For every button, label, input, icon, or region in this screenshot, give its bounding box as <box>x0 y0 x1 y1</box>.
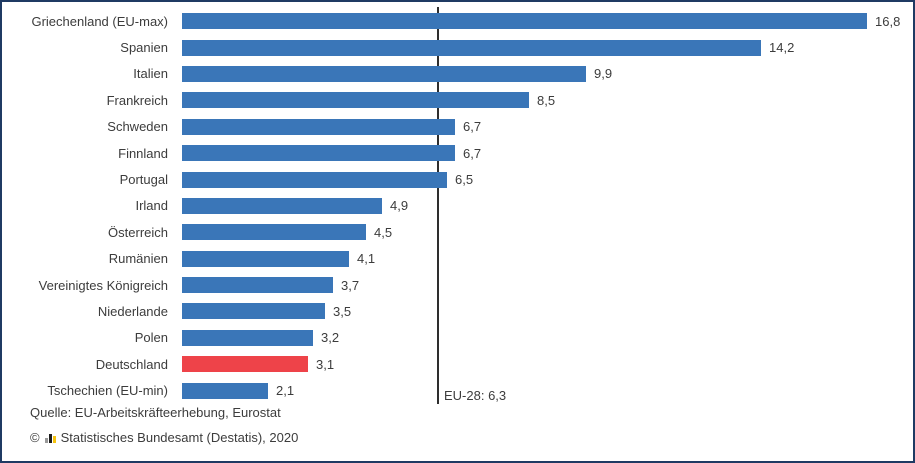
bar <box>182 277 333 294</box>
country-label: Rumänien <box>108 251 168 267</box>
copyright-text: Statistisches Bundesamt (Destatis), 2020 <box>60 430 299 445</box>
bar <box>182 118 455 135</box>
bar-row: Finnland 6,7 <box>2 140 913 166</box>
eu28-reference-line <box>437 7 439 404</box>
bar-row: Rumänien 4,1 <box>2 246 913 272</box>
value-label: 6,5 <box>455 172 474 188</box>
value-label: 6,7 <box>463 119 482 135</box>
bar-row: Irland 4,9 <box>2 193 913 219</box>
bar <box>182 65 586 82</box>
destatis-logo-icon <box>44 433 56 443</box>
value-label: 8,5 <box>537 92 556 108</box>
country-label: Frankreich <box>106 92 168 108</box>
bar <box>182 356 308 373</box>
eu28-reference-label: EU-28: 6,3 <box>444 388 507 403</box>
bar <box>182 145 455 162</box>
bar-row: Italien 9,9 <box>2 61 913 87</box>
value-label: 4,9 <box>390 198 409 214</box>
country-label: Portugal <box>119 172 168 188</box>
country-label: Vereinigtes Königreich <box>38 277 168 293</box>
country-label: Griechenland (EU-max) <box>31 13 168 29</box>
value-label: 3,1 <box>316 356 335 372</box>
copyright-note: © Statistisches Bundesamt (Destatis), 20… <box>30 430 298 445</box>
country-label: Österreich <box>108 224 168 240</box>
bar <box>182 197 382 214</box>
bar <box>182 92 529 109</box>
value-label: 4,5 <box>374 224 393 240</box>
country-label: Finnland <box>118 145 168 161</box>
bar <box>182 13 867 30</box>
value-label: 9,9 <box>594 66 613 82</box>
bar <box>182 250 349 267</box>
bar <box>182 171 447 188</box>
bar <box>182 39 761 56</box>
value-label: 14,2 <box>769 40 795 56</box>
value-label: 16,8 <box>875 13 901 29</box>
bar-row: Griechenland (EU-max) 16,8 <box>2 8 913 34</box>
bar <box>182 224 366 241</box>
bar-row: Tschechien (EU-min) 2,1 <box>2 377 913 403</box>
value-label: 2,1 <box>276 383 295 399</box>
bar-row: Portugal 6,5 <box>2 166 913 192</box>
country-label: Tschechien (EU-min) <box>47 383 168 399</box>
bar-row: Deutschland 3,1 <box>2 351 913 377</box>
value-label: 3,2 <box>321 330 340 346</box>
copyright-symbol: © <box>30 430 40 445</box>
country-label: Schweden <box>107 119 168 135</box>
country-label: Italien <box>133 66 168 82</box>
bar-rows: Griechenland (EU-max) 16,8 Spanien 14,2 … <box>2 8 913 404</box>
bar <box>182 329 313 346</box>
value-label: 4,1 <box>357 251 376 267</box>
bar-row: Schweden 6,7 <box>2 114 913 140</box>
bar <box>182 303 325 320</box>
bar-row: Niederlande 3,5 <box>2 298 913 324</box>
source-note: Quelle: EU-Arbeitskräfteerhebung, Eurost… <box>30 405 281 420</box>
bar-row: Polen 3,2 <box>2 325 913 351</box>
value-label: 6,7 <box>463 145 482 161</box>
country-label: Niederlande <box>97 303 168 319</box>
value-label: 3,7 <box>341 277 360 293</box>
bar-row: Österreich 4,5 <box>2 219 913 245</box>
bar <box>182 382 268 399</box>
bar-row: Vereinigtes Königreich 3,7 <box>2 272 913 298</box>
bar-row: Frankreich 8,5 <box>2 87 913 113</box>
country-label: Deutschland <box>95 356 168 372</box>
value-label: 3,5 <box>333 303 352 319</box>
country-label: Spanien <box>120 40 168 56</box>
bar-row: Spanien 14,2 <box>2 34 913 60</box>
country-label: Polen <box>134 330 168 346</box>
country-label: Irland <box>135 198 168 214</box>
